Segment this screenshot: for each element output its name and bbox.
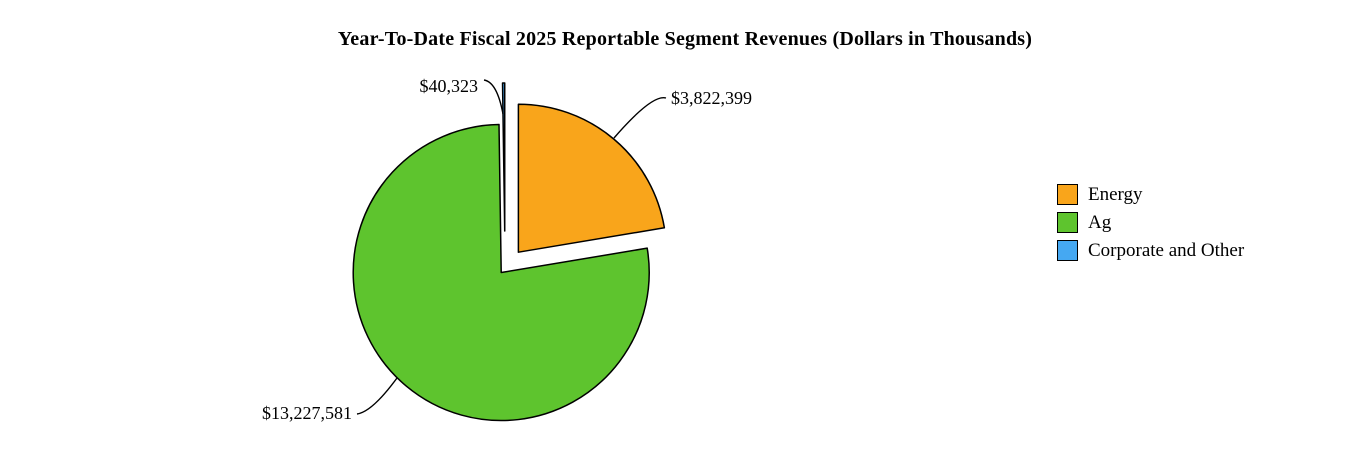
legend-swatch-ag <box>1057 212 1078 233</box>
legend-label-ag: Ag <box>1088 212 1112 233</box>
legend-item-ag: Ag <box>1057 212 1244 233</box>
slice-value-label-ag: $13,227,581 <box>262 403 352 423</box>
pie-slice-energy <box>517 103 666 253</box>
legend-item-corporate-and-other: Corporate and Other <box>1057 240 1244 261</box>
legend-label-corporate-and-other: Corporate and Other <box>1088 240 1245 261</box>
pie-slice-ag <box>352 123 650 422</box>
pie-slice-corporate-and-other <box>501 82 506 232</box>
leader-line-corporate-and-other <box>483 79 504 115</box>
leader-line-ag <box>356 377 398 415</box>
chart-legend: Energy Ag Corporate and Other <box>1057 184 1244 268</box>
leader-line-energy <box>613 97 667 139</box>
slice-value-label-energy: $3,822,399 <box>671 88 752 108</box>
legend-swatch-energy <box>1057 184 1078 205</box>
slice-value-label-corporate-and-other: $40,323 <box>420 76 479 96</box>
legend-label-energy: Energy <box>1088 184 1143 205</box>
chart-title: Year-To-Date Fiscal 2025 Reportable Segm… <box>337 28 1033 50</box>
legend-swatch-corporate-and-other <box>1057 240 1078 261</box>
legend-item-energy: Energy <box>1057 184 1244 205</box>
